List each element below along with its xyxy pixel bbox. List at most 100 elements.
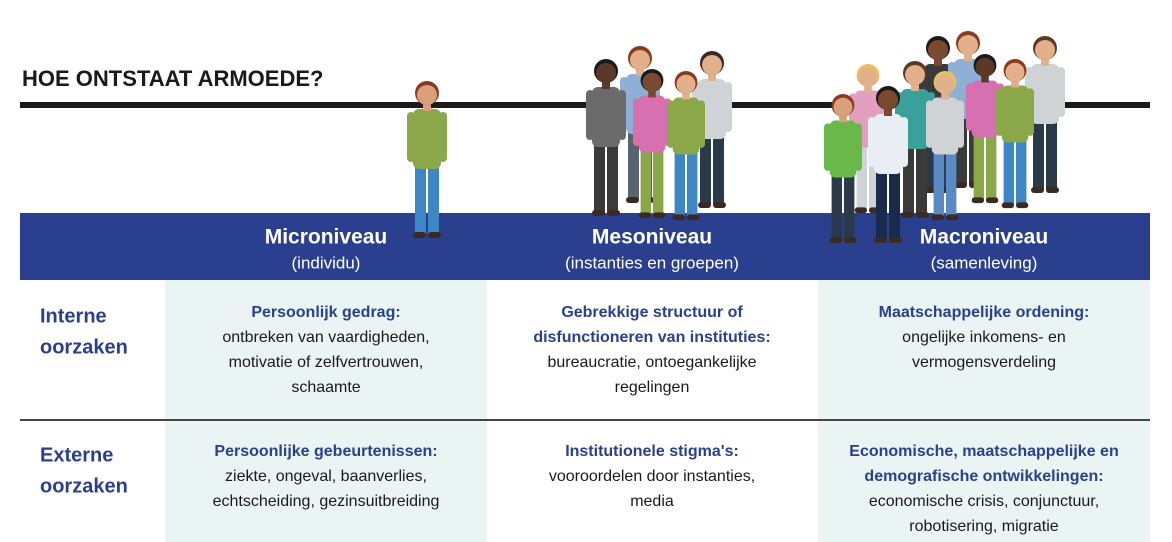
cell-heading: Institutionele stigma's: — [565, 443, 739, 460]
leg — [868, 142, 880, 210]
shoe — [889, 237, 902, 243]
arm — [633, 98, 641, 146]
neck — [636, 67, 644, 76]
neck — [981, 73, 989, 83]
shoe — [829, 237, 843, 244]
shoe — [713, 202, 726, 208]
torso — [829, 120, 857, 178]
row-label: Externe — [40, 444, 113, 466]
head — [676, 74, 696, 94]
leg — [985, 132, 997, 200]
head — [935, 74, 955, 94]
leg — [1003, 137, 1015, 205]
arm — [667, 100, 675, 148]
head — [1035, 40, 1055, 60]
neck — [1011, 78, 1019, 88]
leg — [945, 149, 957, 217]
leg — [926, 119, 937, 189]
shoe — [638, 212, 652, 219]
torso — [1031, 64, 1059, 124]
leg — [903, 144, 914, 214]
shoe — [971, 197, 985, 204]
head — [958, 35, 978, 55]
cell-text: echtscheiding, gezinsuitbreiding — [213, 493, 440, 510]
torso — [638, 95, 666, 153]
cell-heading: Maatschappelijke ordening: — [879, 304, 1090, 321]
shoe — [985, 197, 999, 204]
head — [630, 50, 650, 70]
shoe — [916, 212, 929, 218]
leg — [607, 142, 618, 212]
column-shade — [165, 280, 487, 542]
leg — [428, 164, 439, 234]
neck — [423, 102, 431, 111]
head — [596, 63, 616, 83]
arm — [956, 100, 964, 148]
head — [975, 57, 995, 77]
cell-heading: Persoonlijk gedrag: — [251, 304, 400, 321]
cell-text: motivatie of zelfvertrouwen, — [229, 354, 424, 371]
cell-text: bureaucratie, ontoegankelijke — [547, 354, 756, 371]
neck — [934, 57, 942, 66]
neck — [708, 72, 716, 81]
shoe — [428, 232, 441, 238]
column-name: Macroniveau — [920, 226, 1048, 249]
shoe — [1015, 202, 1029, 209]
shoe — [954, 182, 967, 188]
shoe — [931, 214, 945, 221]
neck — [884, 107, 892, 116]
cell-text: ongelijke inkomens- en — [902, 329, 1066, 346]
torso — [1001, 85, 1029, 143]
cell-text: media — [630, 493, 674, 510]
person — [868, 86, 908, 243]
shoe — [607, 210, 620, 216]
leg — [843, 172, 855, 240]
shoe — [901, 212, 914, 218]
shoe — [874, 237, 887, 243]
leg — [956, 114, 967, 184]
head — [642, 72, 662, 92]
cell-text: regelingen — [615, 379, 690, 396]
cell-heading: demografische ontwikkelingen: — [864, 468, 1103, 485]
neck — [911, 82, 919, 91]
leg — [933, 149, 945, 217]
leg — [415, 164, 426, 234]
row-label: oorzaken — [40, 336, 128, 358]
arm — [697, 100, 705, 148]
cell-text: robotisering, migratie — [909, 518, 1059, 535]
torso — [413, 109, 441, 169]
head — [1005, 62, 1025, 82]
column-sub: (instanties en groepen) — [565, 253, 739, 272]
leg — [652, 147, 664, 215]
neck — [864, 83, 872, 93]
cell-text: ziekte, ongeval, baanverlies, — [225, 468, 427, 485]
leg — [876, 169, 887, 239]
column-shade — [818, 280, 1150, 542]
cell-text: economische crisis, conjunctuur, — [869, 493, 1099, 510]
torso — [874, 114, 902, 174]
leg — [594, 142, 605, 212]
leg — [1033, 119, 1044, 189]
leg — [628, 129, 639, 199]
shoe — [854, 207, 868, 214]
cell-text: vermogensverdeling — [912, 354, 1056, 371]
leg — [1015, 137, 1027, 205]
head — [905, 65, 925, 85]
shoe — [843, 237, 857, 244]
leg — [889, 169, 900, 239]
leg — [1046, 119, 1057, 189]
neck — [941, 90, 949, 100]
cell-text: vooroordelen door instanties, — [549, 468, 755, 485]
arm — [966, 83, 974, 131]
person — [667, 70, 705, 221]
cell-heading: Persoonlijke gebeurtenissen: — [214, 443, 437, 460]
torso — [931, 97, 959, 155]
person — [633, 68, 671, 219]
leg — [640, 147, 652, 215]
column-name: Microniveau — [265, 226, 388, 249]
person — [407, 81, 447, 238]
shoe — [652, 212, 666, 219]
leg — [856, 142, 868, 210]
column-sub: (individu) — [292, 253, 361, 272]
